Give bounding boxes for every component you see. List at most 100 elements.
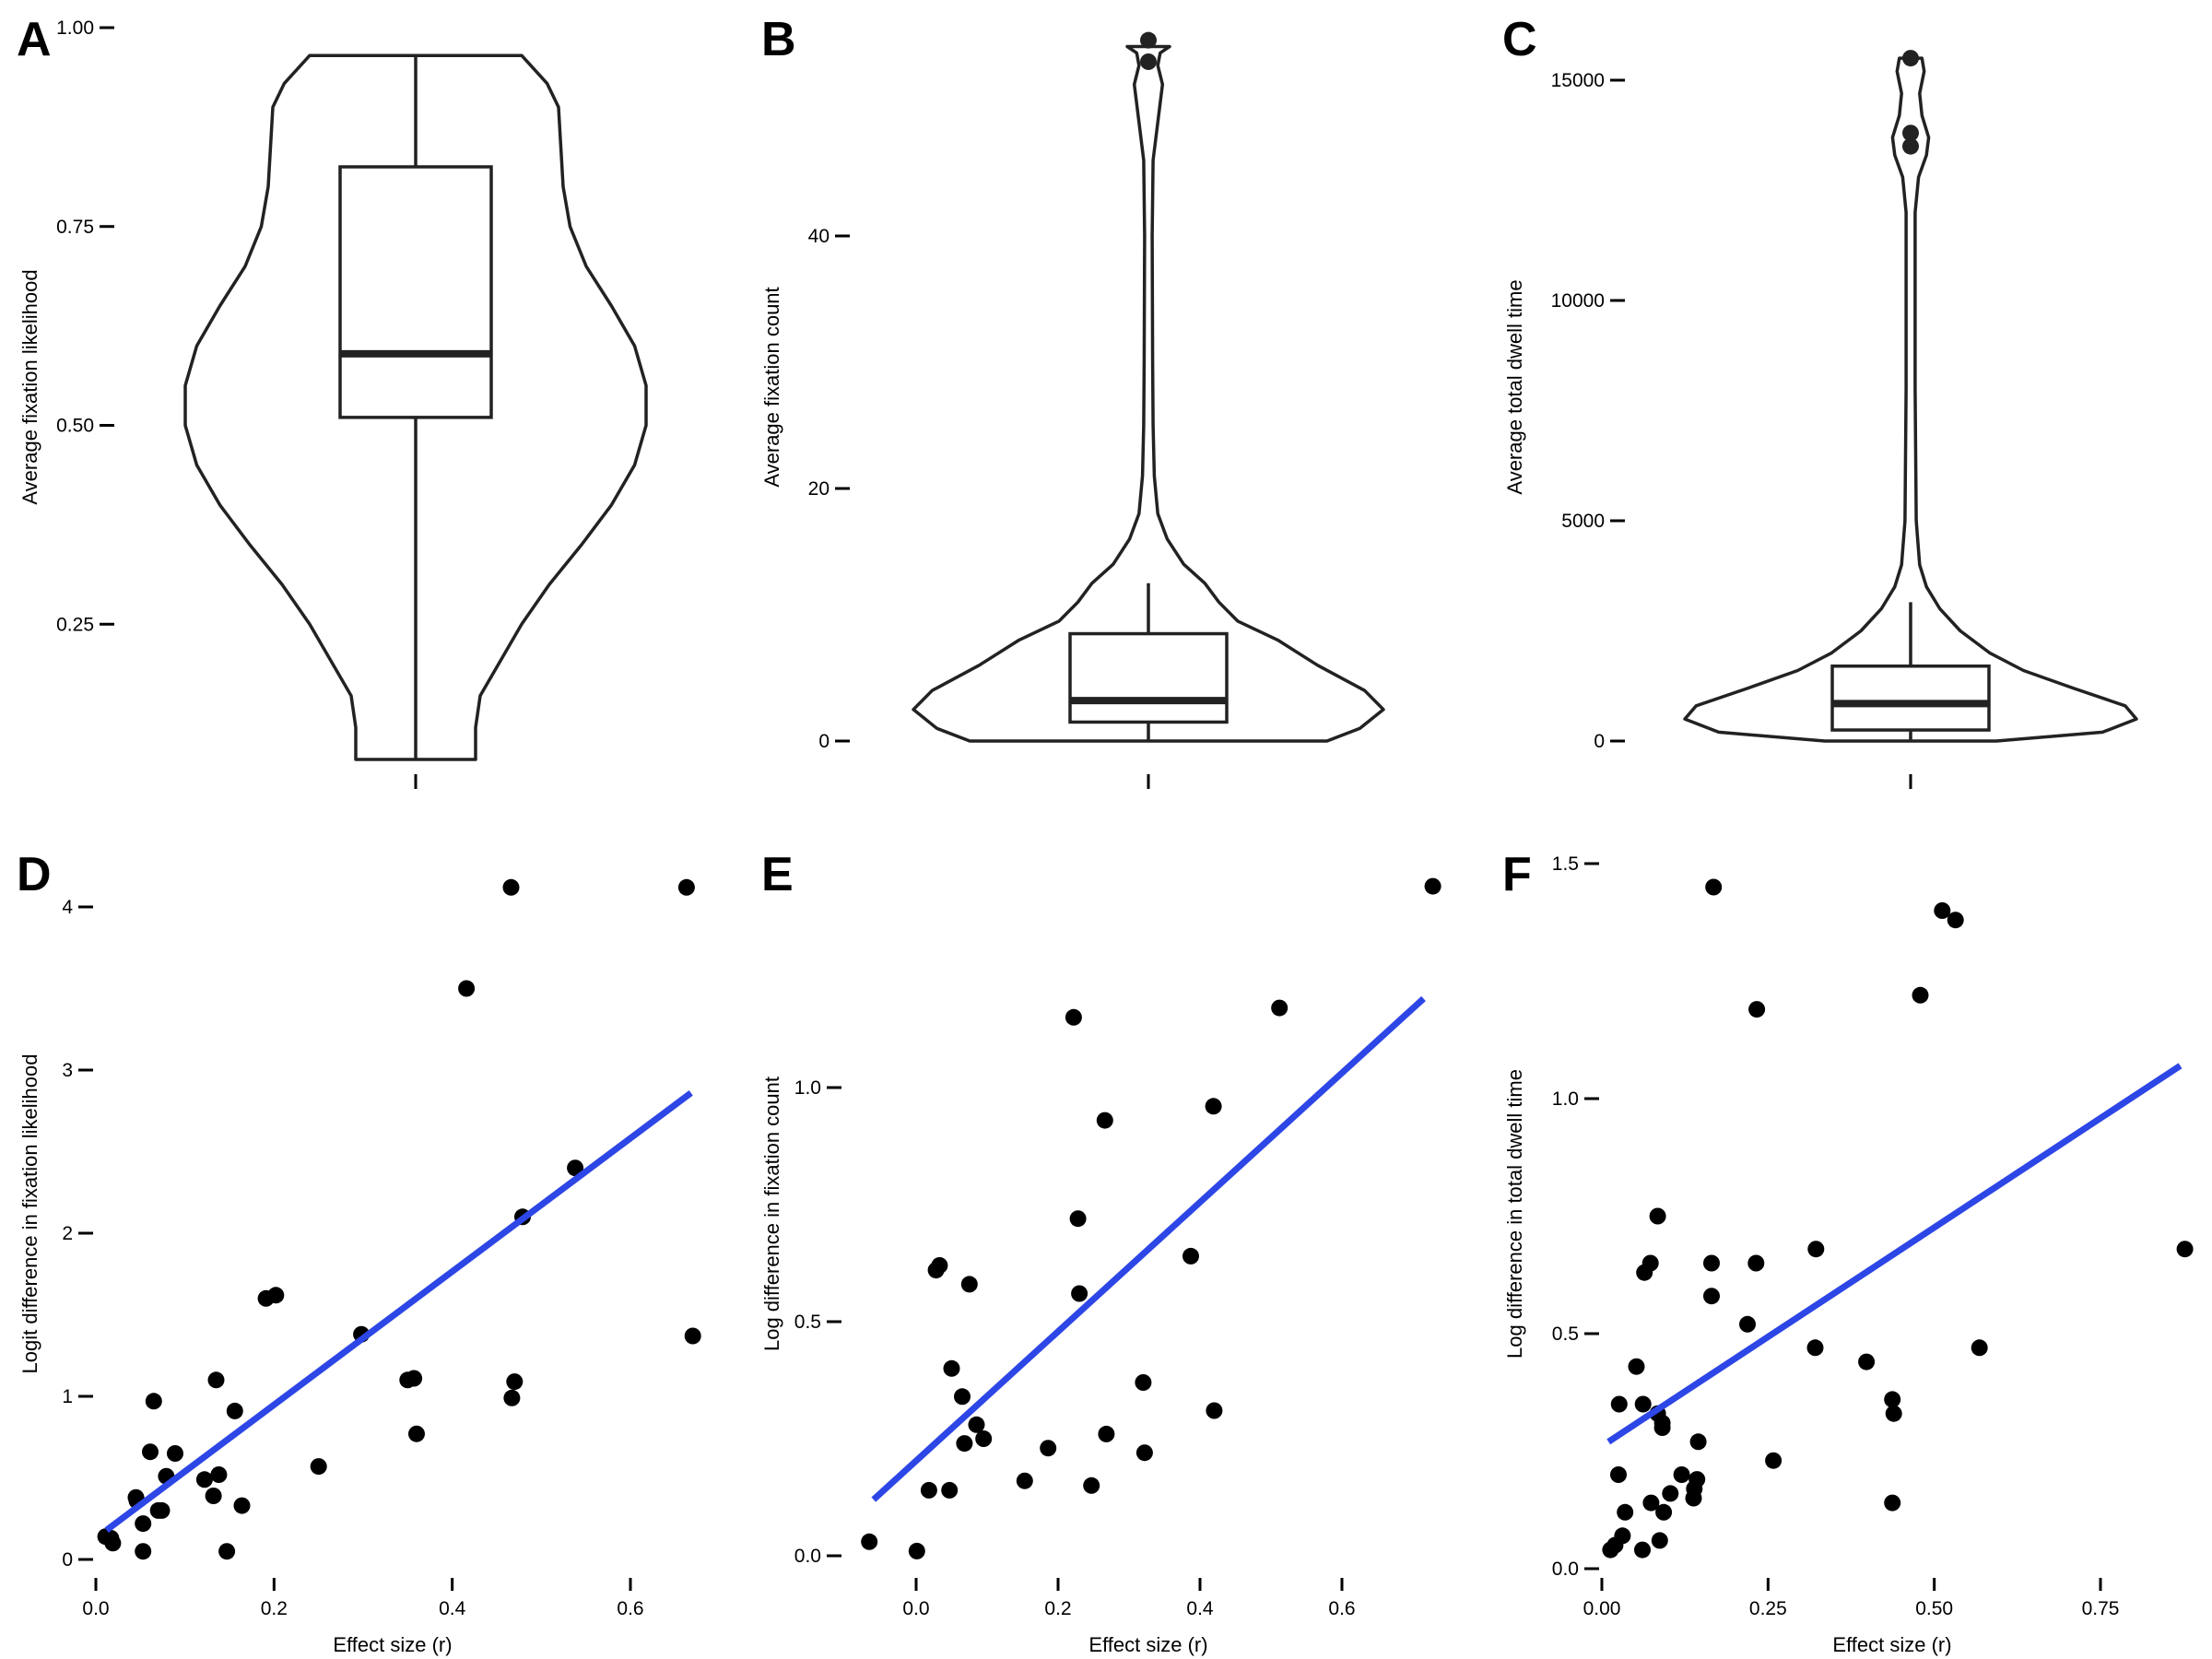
data-point (1662, 1485, 1679, 1502)
panel-letter-f: F (1502, 848, 1532, 901)
y-tick-label: 0.5 (1552, 1324, 1579, 1345)
outlier-point (1902, 124, 1919, 142)
data-point (1069, 1210, 1087, 1228)
panel-f-scatter (1602, 878, 2194, 1559)
x-tick-label: 0.50 (1915, 1598, 1953, 1619)
x-tick-label: 0.6 (617, 1598, 643, 1619)
data-point (233, 1497, 251, 1514)
y-tick-label: 5000 (1561, 511, 1605, 532)
data-point (1634, 1541, 1651, 1559)
data-point (226, 1402, 243, 1419)
data-point (1673, 1466, 1690, 1483)
data-point (1628, 1358, 1645, 1375)
x-tick-label: 0.00 (1583, 1598, 1621, 1619)
panel-d-scatter (97, 878, 701, 1560)
y-tick-label: 1.0 (794, 1077, 821, 1099)
panel-d-ylabel: Logit difference in fixation likelihood (18, 1054, 41, 1374)
panel-letter-b: B (761, 13, 796, 66)
data-point (2176, 1241, 2194, 1258)
data-point (1885, 1405, 1902, 1422)
panel-e-scatter (861, 877, 1441, 1559)
y-tick-label: 1.00 (56, 18, 94, 39)
data-point (954, 1388, 971, 1406)
y-tick-label: 0.75 (56, 217, 94, 238)
data-point (1748, 1001, 1766, 1018)
data-point (1206, 1402, 1223, 1419)
outlier-point (1902, 137, 1919, 155)
y-tick-label: 40 (808, 226, 830, 247)
data-point (1649, 1207, 1666, 1225)
y-tick-label: 0.0 (1552, 1559, 1579, 1580)
data-point (1642, 1494, 1660, 1512)
outlier-point (1140, 53, 1157, 70)
y-tick-label: 2 (62, 1223, 73, 1244)
data-point (684, 1327, 701, 1345)
data-point (927, 1262, 945, 1279)
data-point (1884, 1494, 1901, 1512)
data-point (1617, 1503, 1634, 1521)
data-point (1655, 1503, 1673, 1521)
data-point (1739, 1315, 1756, 1333)
data-point (1747, 1254, 1765, 1272)
data-point (1653, 1419, 1671, 1436)
data-point (167, 1445, 183, 1462)
data-point (1703, 1288, 1720, 1305)
panel-b-axis: 0 20 40 (808, 226, 1150, 789)
panel-e-axes: 0.0 0.5 1.0 0.0 0.2 0.4 0.6 (794, 1077, 1356, 1619)
y-tick-label: 20 (808, 478, 830, 500)
data-point (1705, 878, 1723, 896)
data-point (1424, 877, 1441, 895)
data-point (1806, 1339, 1824, 1357)
data-point (960, 1276, 978, 1293)
outlier-point (1140, 31, 1157, 49)
outlier-point (1902, 50, 1919, 67)
data-point (1065, 1008, 1082, 1026)
data-point (104, 1535, 122, 1552)
y-tick-label: 0 (818, 731, 830, 752)
data-point (142, 1443, 159, 1461)
data-point (677, 878, 695, 896)
y-tick-label: 0.25 (56, 614, 94, 635)
data-point (1912, 986, 1929, 1004)
data-point (1096, 1112, 1113, 1129)
panel-letter-d: D (17, 848, 52, 901)
violin-outline (912, 44, 1385, 743)
y-tick-label: 0.0 (794, 1546, 821, 1567)
y-tick-label: 3 (62, 1060, 73, 1081)
data-point (567, 1159, 584, 1177)
data-point (210, 1466, 228, 1483)
y-tick-label: 1.0 (1552, 1088, 1579, 1110)
data-point (943, 1359, 960, 1377)
y-tick-label: 0.5 (794, 1312, 821, 1333)
data-point (920, 1481, 937, 1499)
data-point (149, 1501, 167, 1519)
data-point (1651, 1532, 1668, 1549)
data-point (135, 1543, 152, 1560)
box-iqr (1830, 664, 1991, 732)
data-point (908, 1542, 925, 1559)
data-point (941, 1481, 959, 1499)
panel-letter-e: E (761, 848, 794, 901)
data-point (1016, 1472, 1033, 1489)
y-tick-label: 10000 (1551, 290, 1605, 312)
data-point (1135, 1444, 1153, 1462)
data-point (1606, 1536, 1624, 1554)
x-tick-label: 0.4 (1186, 1598, 1214, 1619)
data-point (1689, 1433, 1707, 1451)
y-tick-label: 15000 (1551, 70, 1605, 91)
regression-line (1606, 1063, 2183, 1445)
panel-b: B Average fixation count 0 20 40 (760, 13, 1385, 789)
x-tick-label: 0.2 (1044, 1598, 1071, 1619)
data-point (1610, 1395, 1628, 1413)
panel-f-xlabel: Effect size (r) (1832, 1633, 1951, 1656)
panel-c-axis: 0 5000 10000 15000 (1551, 70, 1912, 789)
data-point (1807, 1241, 1825, 1258)
panel-d-axes: 0 1 2 3 4 0.0 0.2 0.4 0.6 (62, 897, 643, 1619)
data-point (1703, 1254, 1720, 1272)
regression-line (871, 995, 1426, 1502)
panel-c-ylabel: Average total dwell time (1503, 279, 1526, 494)
data-point (503, 1389, 521, 1406)
panel-letter-a: A (17, 13, 52, 66)
x-tick-label: 0.75 (2082, 1598, 2120, 1619)
